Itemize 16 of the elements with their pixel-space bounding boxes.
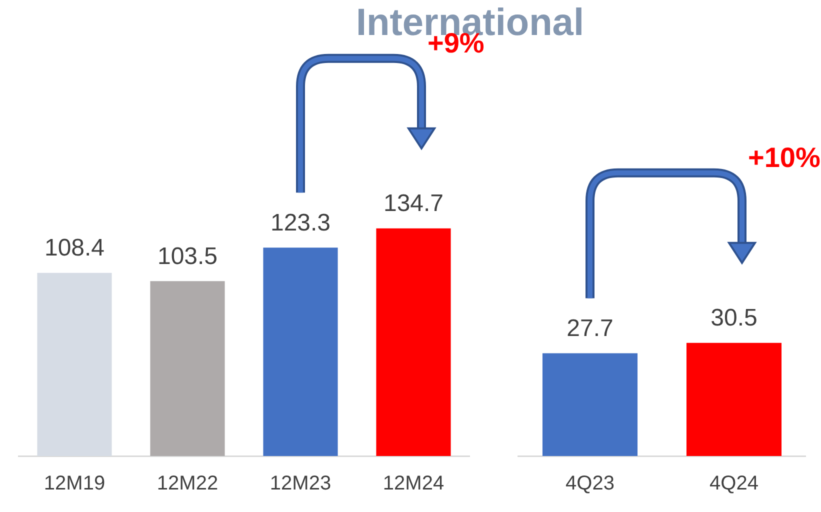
x-tick-label: 12M24 xyxy=(382,472,444,495)
data-label: 108.4 xyxy=(44,234,105,262)
x-tick-label: 12M23 xyxy=(270,472,332,495)
x-tick-label: 4Q24 xyxy=(710,472,758,495)
data-label: 30.5 xyxy=(710,304,758,332)
bar xyxy=(150,281,225,456)
bar xyxy=(263,248,338,456)
data-label: 27.7 xyxy=(566,314,614,342)
x-tick-label: 4Q23 xyxy=(566,472,614,495)
data-label: 134.7 xyxy=(383,190,444,218)
text: +10% xyxy=(748,142,820,173)
x-tick-label: 12M22 xyxy=(156,472,218,495)
x-tick-label: 12M19 xyxy=(44,472,106,495)
data-label: 103.5 xyxy=(157,242,218,270)
data-label: 123.3 xyxy=(270,209,331,236)
bar xyxy=(376,228,451,456)
